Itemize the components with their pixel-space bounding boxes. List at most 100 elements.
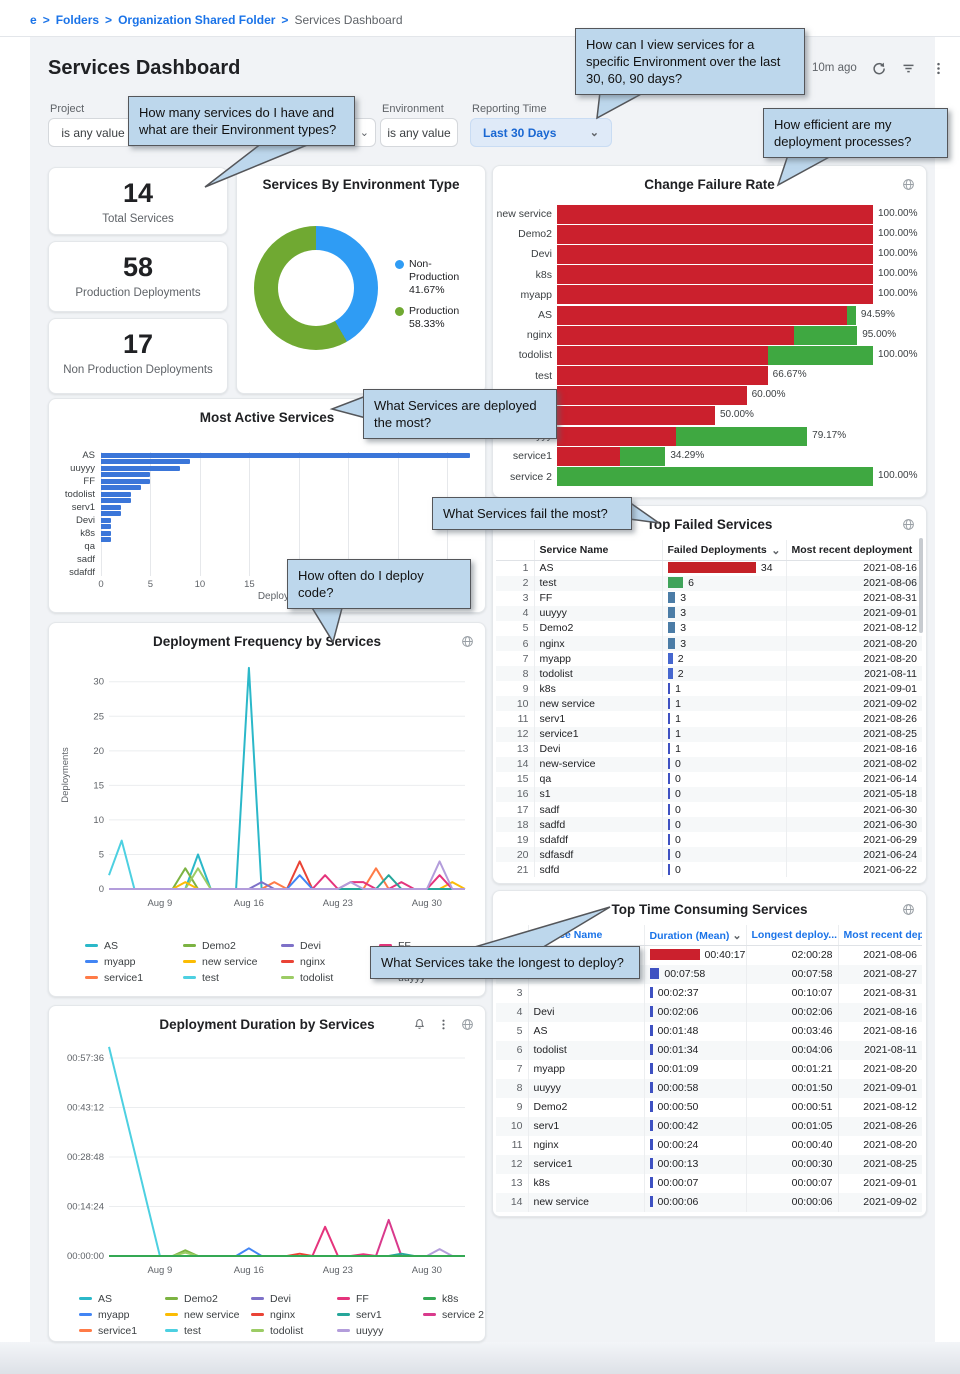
table-row[interactable]: 1 AS 34 2021-08-16 xyxy=(496,560,922,576)
legend-item[interactable]: new service xyxy=(183,955,271,968)
cfr-bar[interactable]: 100.00% xyxy=(557,345,917,365)
table-row[interactable]: 2 test 6 2021-08-06 xyxy=(496,575,922,591)
table-row[interactable]: 4 uuyyy 3 2021-09-01 xyxy=(496,605,922,621)
legend-item[interactable]: service1 xyxy=(85,971,173,984)
cfr-bar[interactable]: 79.17% xyxy=(557,426,873,446)
table-row[interactable]: 7 myapp 2 2021-08-20 xyxy=(496,651,922,667)
globe-icon[interactable] xyxy=(459,633,475,649)
bar[interactable] xyxy=(101,498,131,504)
breadcrumb-link-shared-folder[interactable]: Organization Shared Folder xyxy=(118,13,276,27)
sort-chevron-icon[interactable]: ⌄ xyxy=(771,544,781,557)
globe-icon[interactable] xyxy=(900,516,916,532)
column-header-most-recent[interactable]: Most recent deployment xyxy=(785,540,922,561)
bar[interactable] xyxy=(101,491,131,497)
legend-item[interactable]: Devi xyxy=(281,939,369,952)
cfr-bar-row[interactable]: new service 100.00% xyxy=(496,204,923,224)
legend-item[interactable]: AS xyxy=(79,1292,159,1305)
cfr-bar-row[interactable]: Devi 100.00% xyxy=(496,244,923,264)
bar[interactable] xyxy=(101,530,111,536)
table-row[interactable]: 4 Devi 00:02:06 00:02:06 2021-08-16 xyxy=(496,1002,922,1022)
bar[interactable] xyxy=(101,452,471,458)
table-row[interactable]: 12 service1 1 2021-08-25 xyxy=(496,726,922,742)
series-line[interactable] xyxy=(109,666,465,890)
table-row[interactable]: 8 todolist 2 2021-08-11 xyxy=(496,666,922,682)
bar[interactable] xyxy=(101,504,121,510)
breadcrumb-link-folders[interactable]: Folders xyxy=(55,13,100,27)
environment-filter[interactable]: is any value xyxy=(380,118,458,147)
legend-item[interactable]: Demo2 xyxy=(183,939,271,952)
donut-chart[interactable] xyxy=(254,226,378,350)
table-row[interactable]: 3 00:02:37 00:10:07 2021-08-31 xyxy=(496,983,922,1003)
legend-item[interactable]: todolist xyxy=(251,1324,331,1337)
bell-icon[interactable] xyxy=(411,1016,427,1032)
legend-item[interactable]: Non-Production 41.67% xyxy=(395,258,475,297)
cfr-bar-row[interactable]: todolist 100.00% xyxy=(496,345,923,365)
sort-chevron-icon[interactable]: ⌄ xyxy=(732,929,742,942)
legend-item[interactable]: nginx xyxy=(281,955,369,968)
cfr-bar[interactable]: 34.29% xyxy=(557,446,873,466)
legend-item[interactable]: Demo2 xyxy=(165,1292,245,1305)
column-header-duration-mean[interactable]: Duration (Mean) ⌄ xyxy=(643,925,746,946)
bar[interactable] xyxy=(101,478,151,484)
legend-item[interactable]: myapp xyxy=(85,955,173,968)
filter-icon[interactable] xyxy=(901,60,917,76)
legend-item[interactable]: test xyxy=(165,1324,245,1337)
legend-item[interactable]: AS xyxy=(85,939,173,952)
series-line[interactable] xyxy=(109,1218,465,1257)
legend-item[interactable]: todolist xyxy=(281,971,369,984)
series-line[interactable] xyxy=(109,1225,465,1257)
cfr-bar[interactable]: 95.00% xyxy=(557,325,896,345)
cfr-bar[interactable]: 50.00% xyxy=(557,406,873,426)
bar[interactable] xyxy=(101,459,191,465)
globe-icon[interactable] xyxy=(459,1016,475,1032)
bar[interactable] xyxy=(101,517,111,523)
cfr-bar-row[interactable]: service 2 100.00% xyxy=(496,466,923,487)
table-row[interactable]: 15 qa 0 2021-06-14 xyxy=(496,771,922,787)
legend-item[interactable]: new service xyxy=(165,1308,245,1321)
deployment-duration-chart[interactable]: 00:00:00 00:14:24 00:28:48 00:43:12 00:57:36… xyxy=(57,1038,477,1286)
cfr-bar-row[interactable]: 60.00% xyxy=(496,386,923,406)
series-line[interactable] xyxy=(109,867,465,890)
legend-item[interactable]: nginx xyxy=(251,1308,331,1321)
table-row[interactable]: 5 Demo2 3 2021-08-12 xyxy=(496,620,922,636)
total-services-value[interactable]: 14 xyxy=(122,178,154,208)
bar[interactable] xyxy=(101,537,111,543)
cfr-bar-row[interactable]: test 66.67% xyxy=(496,366,923,386)
legend-item[interactable]: myapp xyxy=(79,1308,159,1321)
production-deployments-value[interactable]: 58 xyxy=(122,252,154,282)
legend-item[interactable]: serv1 xyxy=(337,1308,417,1321)
legend-item[interactable]: k8s xyxy=(423,1292,503,1305)
cfr-bar-row[interactable]: service1 34.29% xyxy=(496,446,923,466)
table-row[interactable]: 16 s1 0 2021-05-18 xyxy=(496,786,922,802)
legend-item[interactable]: Devi xyxy=(251,1292,331,1305)
table-row[interactable]: 9 k8s 1 2021-09-01 xyxy=(496,681,922,697)
kebab-menu-icon[interactable] xyxy=(931,60,947,76)
deployment-frequency-chart[interactable]: 0 5 10 15 20 25 30 Aug 9 Aug 16 Aug 23 Aug 30 Deplo… xyxy=(57,655,477,919)
bar[interactable] xyxy=(101,465,181,471)
breadcrumb-link-home[interactable]: e xyxy=(30,13,37,27)
refresh-icon[interactable] xyxy=(871,60,887,76)
project-filter[interactable]: is any value xyxy=(48,118,138,147)
cfr-bar[interactable]: 100.00% xyxy=(557,467,917,487)
cfr-bar-row[interactable]: myapp 100.00% xyxy=(496,285,923,305)
table-row[interactable]: 17 sadf 0 2021-06-30 xyxy=(496,802,922,818)
table-row[interactable]: 21 sdfd 0 2021-06-22 xyxy=(496,862,922,878)
column-header-most-recent[interactable]: Most recent depl... xyxy=(837,925,922,946)
column-header-longest-deploy[interactable]: Longest deploy... xyxy=(745,925,838,946)
cfr-bar[interactable]: 100.00% xyxy=(557,224,917,244)
table-row[interactable]: 19 sdafdf 0 2021-06-29 xyxy=(496,832,922,848)
series-line[interactable] xyxy=(108,839,465,890)
cfr-bar-row[interactable]: Demo2 100.00% xyxy=(496,224,923,244)
table-row[interactable]: 13 Devi 1 2021-08-16 xyxy=(496,741,922,757)
cfr-bar[interactable]: 100.00% xyxy=(557,204,917,224)
globe-icon[interactable] xyxy=(900,176,916,192)
legend-item[interactable]: service 2 xyxy=(423,1308,503,1321)
cfr-bar[interactable]: 60.00% xyxy=(557,386,873,406)
column-header-failed-deployments[interactable]: Failed Deployments ⌄ xyxy=(661,540,786,561)
cfr-bar[interactable]: 100.00% xyxy=(557,265,917,285)
bar[interactable] xyxy=(101,511,121,517)
legend-item[interactable]: uuyyy xyxy=(337,1324,417,1337)
table-row[interactable]: 14 new-service 0 2021-08-02 xyxy=(496,756,922,772)
table-row[interactable]: 10 serv1 00:00:42 00:01:05 2021-08-26 xyxy=(496,1116,922,1136)
table-scrollbar[interactable] xyxy=(919,538,923,633)
